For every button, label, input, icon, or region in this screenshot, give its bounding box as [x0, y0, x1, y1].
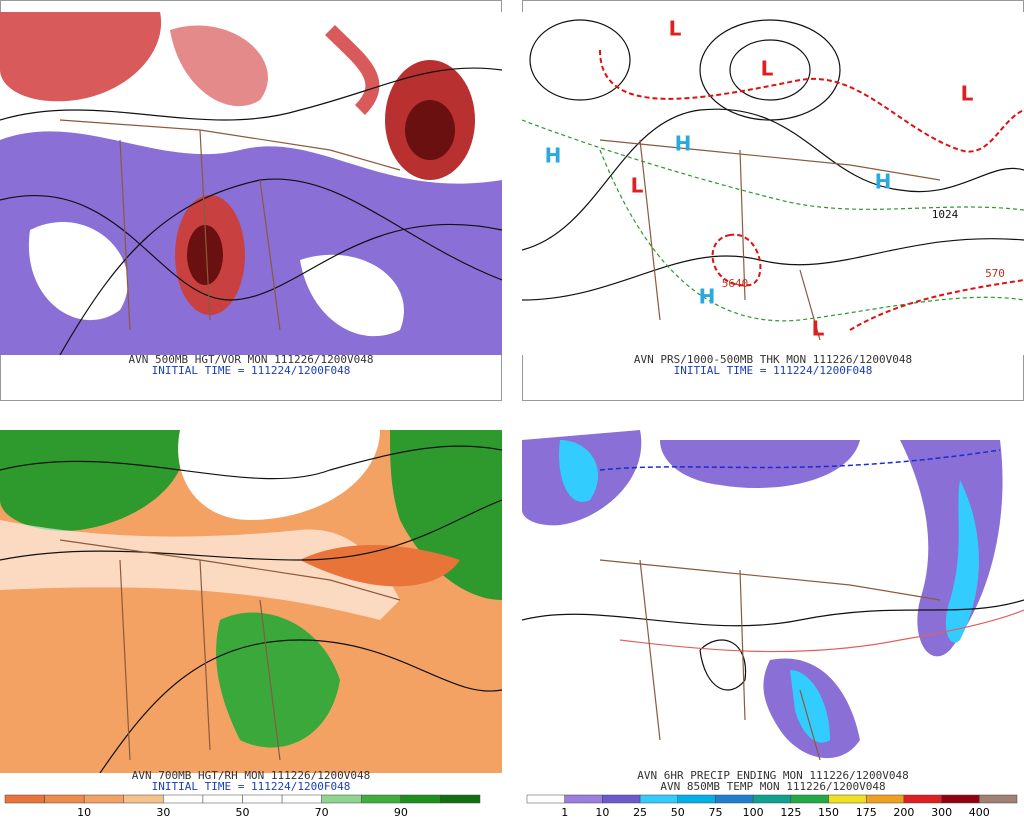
colorbar-label: 50: [236, 806, 250, 819]
colorbar-label: 300: [931, 806, 952, 819]
colorbar-swatch: [321, 794, 362, 804]
colorbar-swatch: [281, 794, 322, 804]
colorbar-label: 30: [156, 806, 170, 819]
colorbar-label: 200: [893, 806, 914, 819]
colorbar-label: 1: [561, 806, 568, 819]
colorbar-swatch: [639, 794, 679, 804]
pressure-center: L: [761, 57, 774, 81]
caption-line: AVN 700MB HGT/RH MON 111226/1200V048: [132, 769, 370, 782]
colorbar-label: 10: [595, 806, 609, 819]
caption-line: INITIAL TIME = 111224/1200F048: [674, 364, 873, 377]
colorbar-label: 75: [708, 806, 722, 819]
colorbar-label: 100: [743, 806, 764, 819]
colorbar-label: 90: [394, 806, 408, 819]
pressure-center: H: [675, 132, 692, 156]
colorbar-swatch: [4, 794, 45, 804]
colorbar-swatch: [400, 794, 441, 804]
colorbar-label: 50: [671, 806, 685, 819]
pressure-center: H: [545, 144, 562, 168]
map-pressure-thickness: [522, 12, 1024, 355]
colorbar-swatch: [602, 794, 641, 804]
caption-line: AVN PRS/1000-500MB THK MON 111226/1200V0…: [634, 353, 912, 366]
colorbar-swatch: [242, 794, 283, 804]
caption-line: INITIAL TIME = 111224/1200F048: [152, 780, 351, 793]
colorbar-swatch: [828, 794, 867, 804]
contour-label: 1024: [932, 208, 959, 221]
pressure-center: H: [875, 170, 892, 194]
colorbar-label: 25: [633, 806, 647, 819]
colorbar-swatch: [979, 794, 1018, 804]
map-700mb-rh: [0, 430, 502, 773]
pressure-center: L: [961, 82, 974, 106]
colorbar-swatch: [903, 794, 942, 804]
pressure-center: L: [812, 317, 825, 341]
colorbar-swatch: [790, 794, 829, 804]
colorbar-swatch: [440, 794, 481, 804]
colorbar-swatch: [941, 794, 980, 804]
contour-label: 5640: [722, 277, 749, 290]
colorbar-swatch: [752, 794, 792, 804]
map-500mb-vorticity: [0, 12, 502, 355]
colorbar-label: 175: [856, 806, 877, 819]
colorbar-swatch: [564, 794, 603, 804]
colorbar-swatch: [865, 794, 905, 804]
map-precip-temp: [522, 430, 1024, 773]
contour-label: 570: [985, 267, 1005, 280]
pressure-center: L: [631, 174, 644, 198]
colorbar-label: 70: [315, 806, 329, 819]
colorbar-swatch: [361, 794, 402, 804]
caption-line: AVN 500MB HGT/VOR MON 111226/1200V048: [128, 353, 373, 366]
colorbar-swatch: [715, 794, 754, 804]
caption-line: INITIAL TIME = 111224/1200F048: [152, 364, 351, 377]
colorbar-swatch: [677, 794, 716, 804]
caption-line: AVN 6HR PRECIP ENDING MON 111226/1200V04…: [637, 769, 909, 782]
colorbar-swatch: [526, 794, 565, 804]
colorbar-label: 125: [780, 806, 801, 819]
pressure-center: H: [699, 285, 716, 309]
colorbar-swatch: [123, 794, 164, 804]
colorbar-label: 10: [77, 806, 91, 819]
pressure-center: L: [669, 17, 682, 41]
colorbar-swatch: [202, 794, 243, 804]
colorbar-swatch: [163, 794, 204, 804]
colorbar-swatch: [83, 794, 124, 804]
caption-line: AVN 850MB TEMP MON 111226/1200V048: [660, 780, 885, 793]
colorbar-label: 400: [969, 806, 990, 819]
colorbar-label: 150: [818, 806, 839, 819]
colorbar-swatch: [44, 794, 85, 804]
